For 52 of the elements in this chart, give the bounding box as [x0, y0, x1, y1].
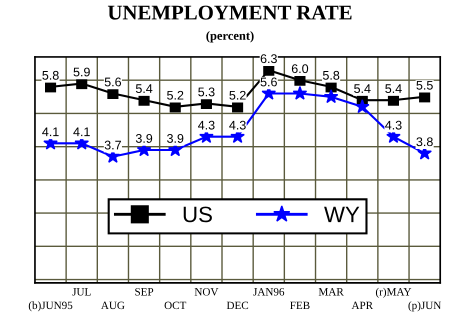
data-label: 5.3 — [198, 88, 215, 96]
point — [292, 86, 308, 100]
chart-subtitle: (percent) — [206, 31, 254, 42]
data-label: 5.8 — [322, 70, 340, 80]
data-label: 4.3 — [198, 120, 215, 130]
data-label: 5.2 — [167, 90, 184, 100]
data-label: 5.4 — [136, 84, 152, 94]
point — [107, 88, 118, 100]
x-tick-label: APR — [352, 302, 374, 310]
x-tick-label: NOV — [194, 288, 218, 296]
data-label: 5.5 — [416, 80, 433, 90]
x-tick-label: DEC — [226, 302, 248, 310]
x-tick-label: (b)JUN95 — [28, 301, 72, 312]
data-label: 4.3 — [385, 120, 402, 130]
x-tick-label: (p)JUN — [408, 301, 442, 312]
point — [76, 78, 88, 90]
point — [232, 101, 244, 112]
data-label: 3.9 — [167, 134, 184, 143]
point — [354, 99, 370, 114]
x-tick-label: (r)MAY — [376, 288, 412, 298]
data-label: 5.6 — [260, 78, 277, 86]
point — [324, 89, 338, 104]
data-label: 5.6 — [104, 78, 122, 86]
data-label: 6.3 — [260, 54, 277, 64]
point — [170, 101, 181, 112]
point — [200, 98, 212, 110]
data-label: 3.9 — [136, 134, 152, 143]
chart-title: UNEMPLOYMENT RATE — [108, 6, 352, 20]
point — [419, 91, 430, 102]
data-label: 5.4 — [385, 84, 402, 94]
point — [263, 64, 274, 76]
data-label: 5.2 — [229, 90, 246, 100]
data-label: 3.8 — [416, 137, 433, 146]
data-label: 3.7 — [104, 140, 121, 150]
data-label: 5.4 — [354, 84, 371, 94]
x-tick-label: AUG — [100, 302, 125, 310]
legend-label: US — [184, 206, 212, 222]
data-label: 4.3 — [229, 120, 246, 130]
x-tick-label: FEB — [290, 302, 310, 310]
data-label: 4.1 — [73, 127, 90, 136]
data-label: 4.1 — [42, 127, 59, 136]
x-tick-label: MAR — [318, 288, 344, 296]
legend-label: WY — [324, 206, 360, 222]
data-label: 5.8 — [42, 70, 59, 80]
data-label: 5.9 — [74, 68, 90, 76]
data-label: 6.0 — [292, 64, 308, 74]
point — [294, 74, 306, 86]
x-tick-label: OCT — [164, 302, 186, 310]
x-tick-label: JUL — [72, 288, 91, 296]
x-tick-label: SEP — [135, 288, 154, 296]
point — [44, 81, 56, 92]
x-tick-label: JAN96 — [253, 288, 284, 296]
